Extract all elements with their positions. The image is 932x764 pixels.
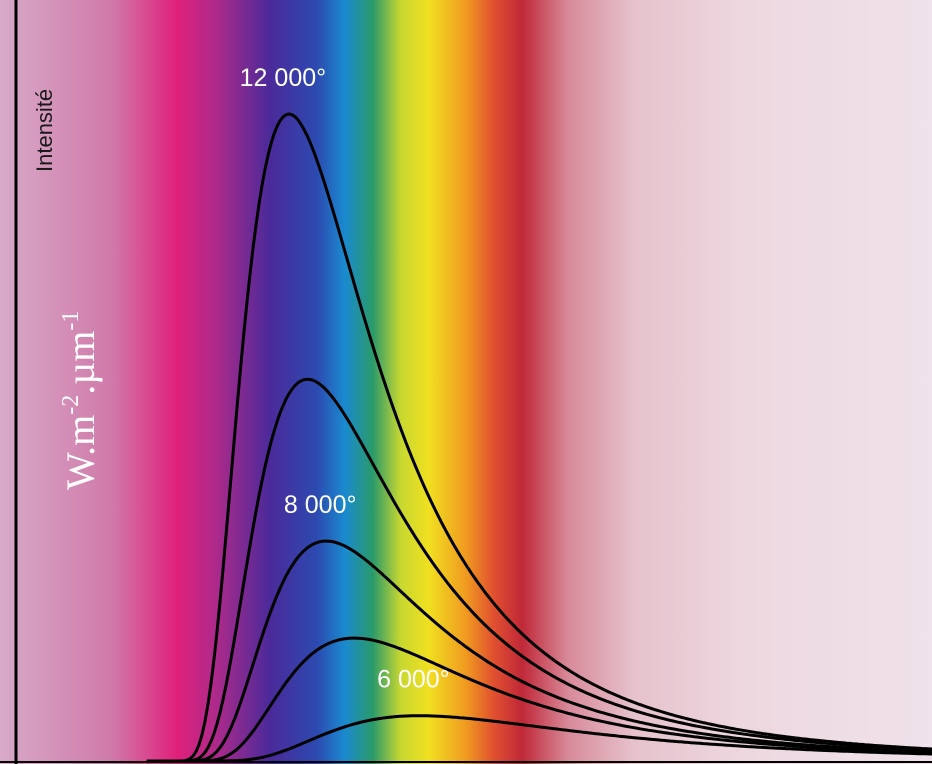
curve-6000 <box>146 714 932 763</box>
y-unit-base: W.m <box>58 415 103 490</box>
y-unit-exponent-1: -2 <box>58 395 84 415</box>
curves-layer <box>146 112 932 763</box>
curve-8000 <box>146 539 932 763</box>
curve-label-8000: 8 000° <box>284 491 357 519</box>
y-axis-unit: W.m-2.µm-1 <box>58 311 103 490</box>
curve-label-6000: 6 000° <box>377 666 450 694</box>
curve-7000 <box>146 636 932 763</box>
y-axis-label: Intensité <box>32 89 57 172</box>
curve-12000 <box>146 112 932 763</box>
y-unit-mid: .µm <box>58 331 103 395</box>
y-unit-exponent-2: -1 <box>58 311 84 331</box>
curve-label-12000: 12 000° <box>240 64 326 92</box>
curve-10000 <box>146 377 932 763</box>
labels-layer: 12 000° 8 000° 6 000° <box>240 64 450 694</box>
